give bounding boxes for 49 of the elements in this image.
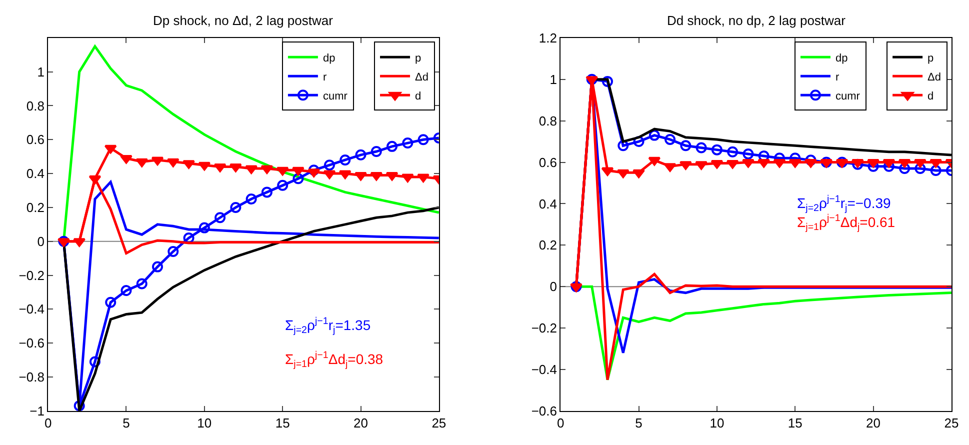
legend-label: d [928, 90, 934, 102]
x-tick-label: 5 [122, 416, 130, 431]
annotation: Σ$_{j=1}$ρ$^{j−1}$Δd$_{j}$=0.61 [797, 213, 896, 233]
y-tick-label: −0.4 [531, 362, 557, 378]
x-tick-label: 15 [788, 416, 802, 431]
y-tick-label: −0.2 [18, 268, 44, 283]
y-tick-label: −0.6 [531, 403, 557, 418]
chart-title: Dp shock, no Δd, 2 lag postwar [153, 13, 334, 28]
y-tick-label: 0.2 [26, 200, 44, 216]
y-tick-label: 0.2 [538, 238, 557, 253]
y-tick-label: 0.4 [538, 196, 557, 212]
legend-label: Δd [928, 71, 942, 84]
legend-label: r [835, 71, 840, 84]
legend-label: Δd [415, 71, 428, 84]
annotation: Σ$_{j=2}$ρ$^{j−1}$r$_{j}$=−0.39 [797, 194, 892, 214]
x-tick-label: 10 [710, 416, 724, 431]
chart-title: Dd shock, no dp, 2 lag postwar [667, 13, 846, 28]
y-tick-label: 0.4 [26, 166, 44, 182]
y-tick-label: −1 [30, 403, 44, 418]
x-tick-label: 25 [432, 416, 446, 431]
legend-label: cumr [835, 90, 860, 102]
y-tick-label: 0.8 [538, 113, 557, 128]
x-tick-label: 5 [635, 416, 642, 431]
legend-label: dp [835, 52, 848, 64]
y-tick-label: 0.6 [538, 154, 557, 170]
legend-label: r [322, 71, 327, 84]
legend-label: d [415, 90, 422, 102]
y-tick-label: 0 [37, 234, 44, 249]
y-tick-label: −0.6 [18, 336, 44, 351]
legend-label: cumr [322, 90, 348, 102]
annotation: Σ$_{j=1}$ρ$^{j−1}$Δd$_{j}$=0.38 [285, 350, 384, 370]
y-tick-label: −0.2 [531, 320, 557, 336]
y-tick-label: 0 [550, 279, 557, 294]
y-tick-label: 0.6 [26, 132, 44, 148]
y-tick-label: 0.8 [26, 98, 44, 114]
y-tick-label: 1 [550, 72, 557, 87]
x-tick-label: 20 [354, 416, 368, 431]
legend-label: dp [322, 52, 336, 64]
y-tick-label: −0.8 [18, 370, 44, 385]
annotation: Σ$_{j=2}$ρ$^{j−1}$r$_{j}$=1.35 [285, 316, 371, 336]
legend-label: p [928, 52, 934, 64]
legend-label: p [415, 52, 422, 64]
y-tick-label: −0.4 [18, 302, 44, 317]
y-tick-label: 1 [37, 64, 44, 80]
x-tick-label: 20 [866, 416, 881, 431]
x-tick-label: 10 [197, 416, 212, 431]
x-tick-label: 15 [275, 416, 290, 431]
x-tick-label: 25 [944, 416, 959, 431]
y-tick-label: 1.2 [538, 30, 557, 46]
